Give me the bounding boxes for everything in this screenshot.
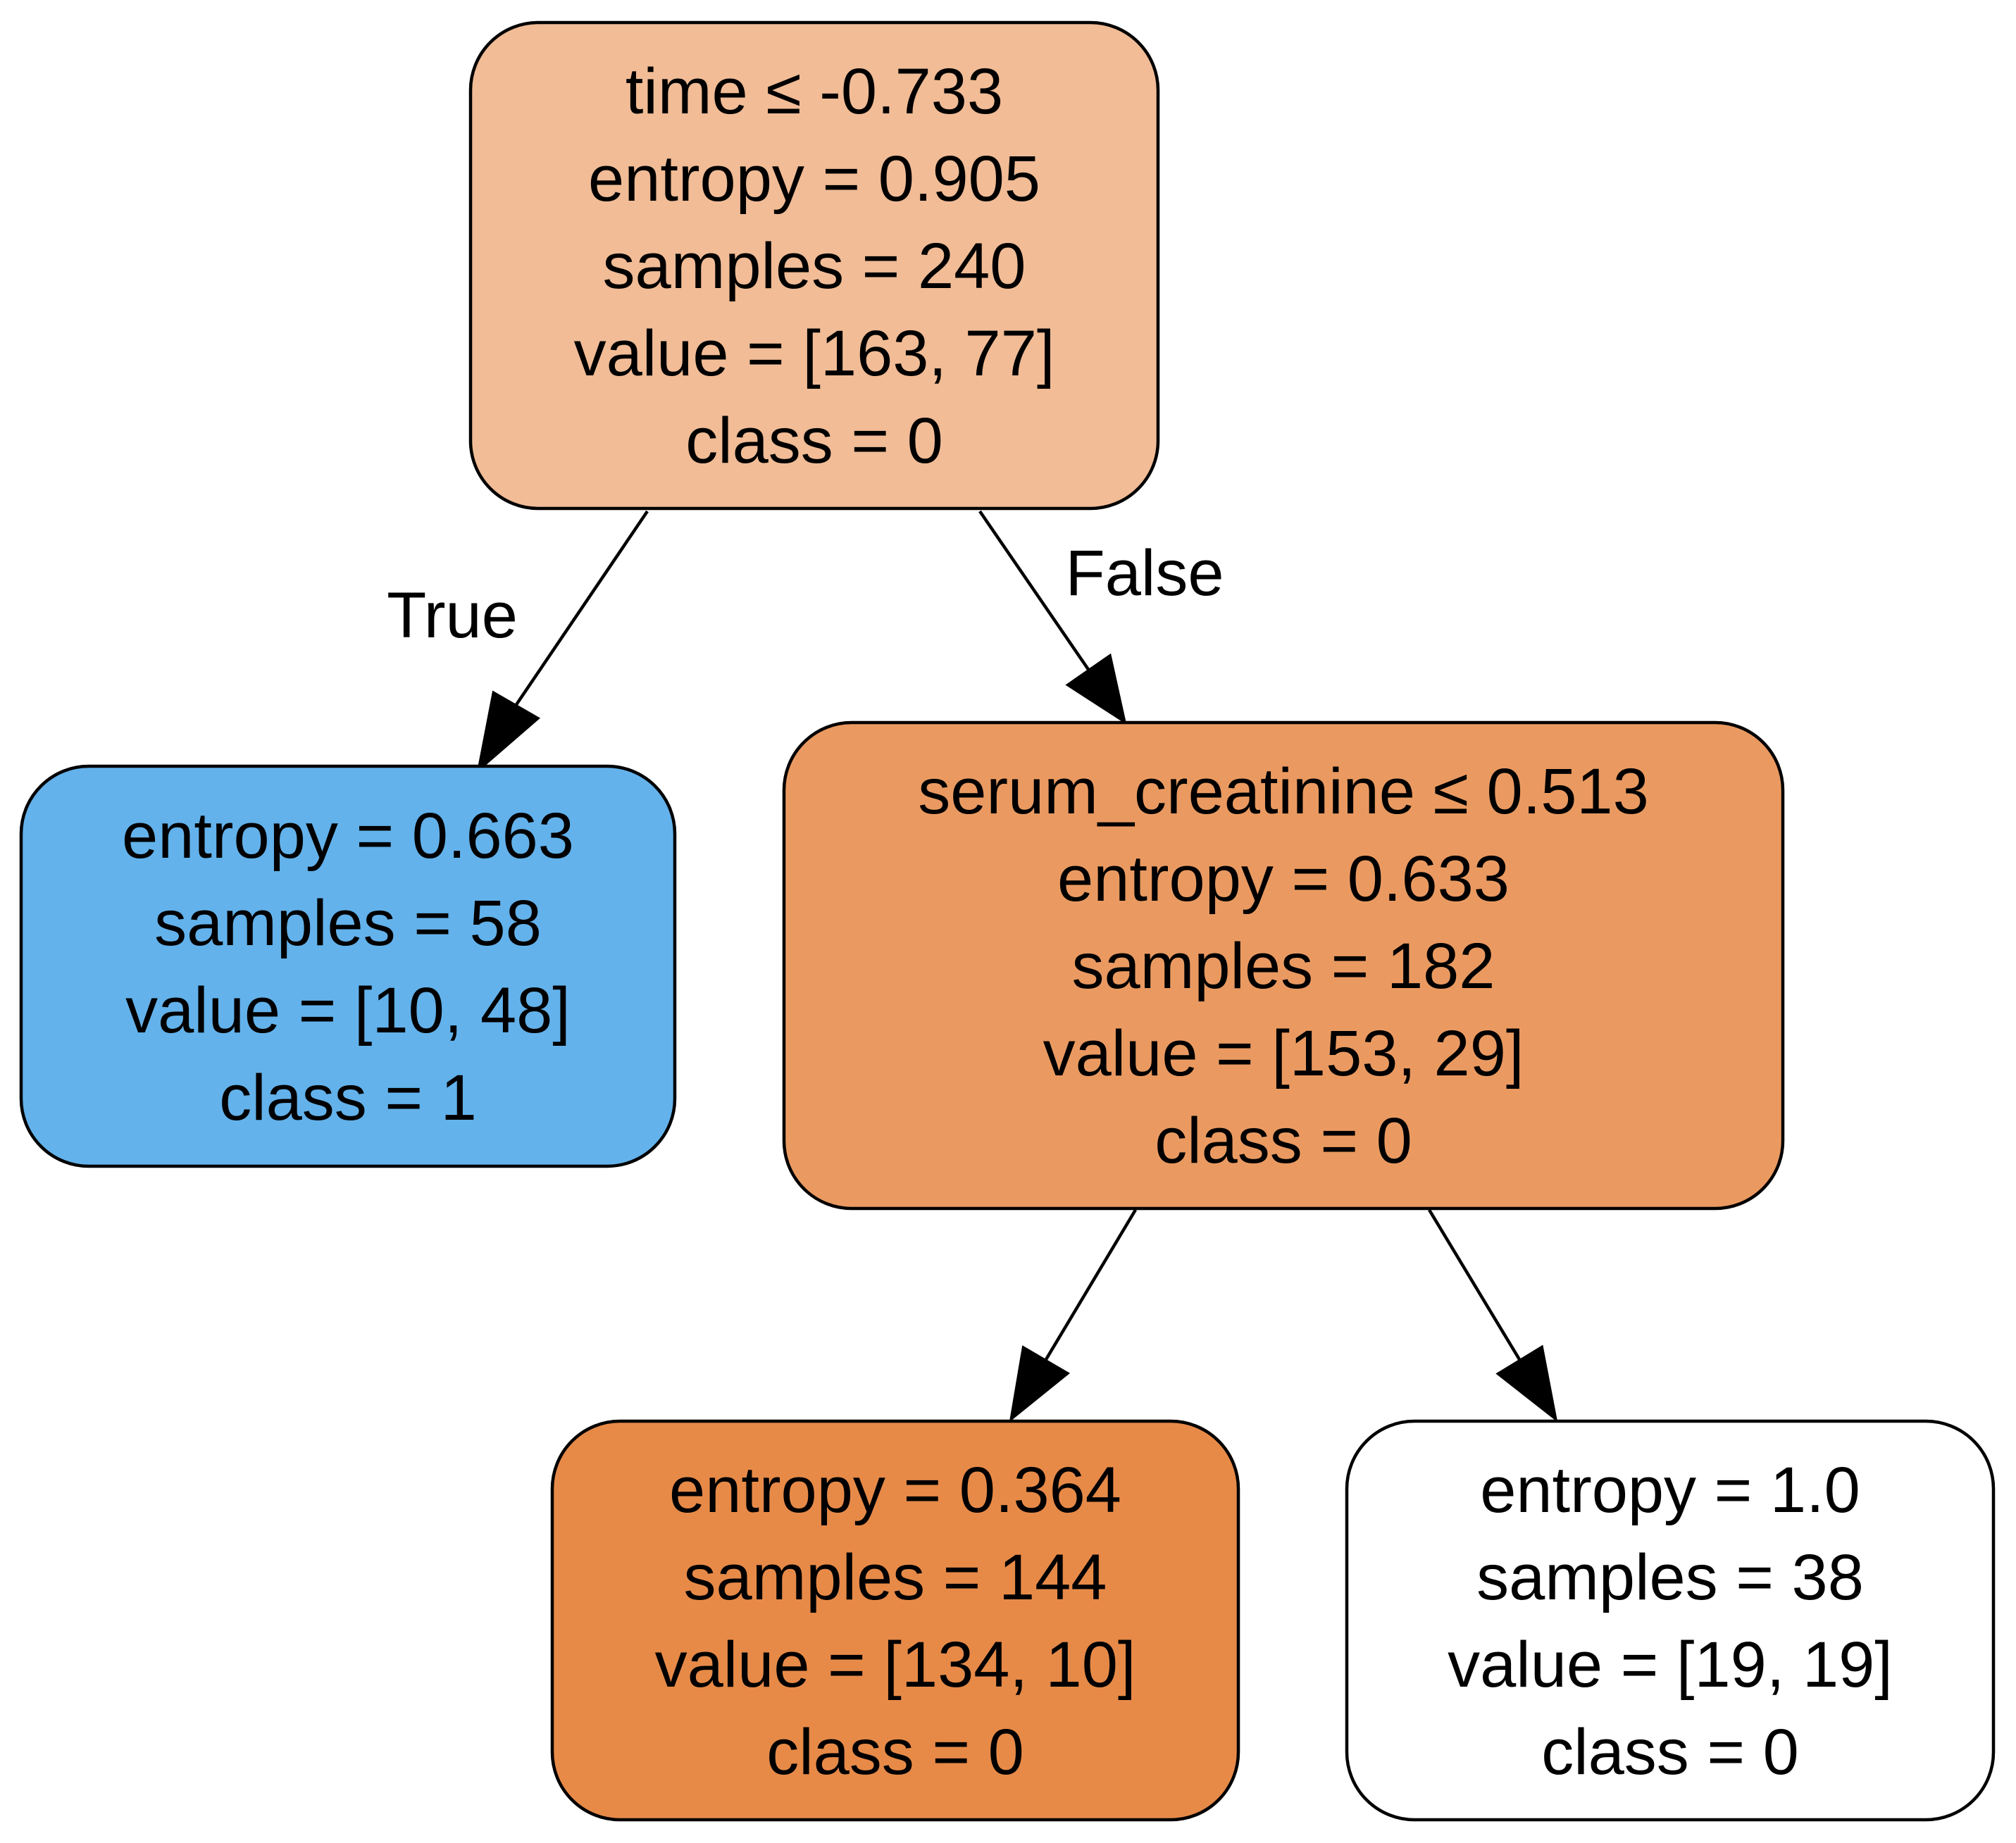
node-line: samples = 144 [684, 1542, 1107, 1613]
node-line: class = 1 [219, 1062, 477, 1134]
node-line: samples = 240 [603, 230, 1026, 302]
edge-line [1428, 1208, 1522, 1362]
arrowhead [476, 690, 541, 773]
edge-line [514, 510, 649, 707]
node-line: samples = 182 [1072, 930, 1495, 1002]
node-line: value = [19, 19] [1448, 1629, 1893, 1701]
node-line: value = [163, 77] [574, 318, 1055, 389]
edge-right-split-to-right-left-leaf [1009, 1208, 1137, 1423]
node-line: entropy = 1.0 [1480, 1454, 1860, 1526]
edge-line [1044, 1208, 1137, 1362]
node-line: value = [10, 48] [125, 975, 571, 1047]
node-line: time ≤ -0.733 [626, 56, 1003, 127]
node-line: value = [153, 29] [1043, 1018, 1524, 1089]
edge-root-to-right-split: False [978, 510, 1224, 725]
node-line: samples = 38 [1476, 1542, 1864, 1613]
edge-label: True [387, 580, 518, 651]
node-line: class = 0 [1541, 1716, 1799, 1788]
node-line: entropy = 0.364 [669, 1454, 1121, 1526]
node-line: class = 0 [685, 405, 943, 477]
node-line: class = 0 [1155, 1105, 1412, 1177]
tree-node-left-leaf: entropy = 0.663 samples = 58 value = [10, … [19, 764, 677, 1168]
edge-root-to-left-leaf: True [387, 510, 649, 773]
arrowhead [1495, 1344, 1558, 1423]
tree-node-right-split: serum_creatinine ≤ 0.513 entropy = 0.633 s… [782, 720, 1785, 1211]
node-line: entropy = 0.633 [1057, 843, 1510, 915]
node-box [782, 720, 1785, 1211]
tree-node-root: time ≤ -0.733 entropy = 0.905 samples = 24… [468, 20, 1160, 511]
tree-node-right-left-leaf: entropy = 0.364 samples = 144 value = [134… [550, 1419, 1240, 1822]
nodes-layer: time ≤ -0.733 entropy = 0.905 samples = 24… [19, 20, 1996, 1822]
node-line: entropy = 0.905 [588, 143, 1040, 215]
arrowhead [1065, 653, 1127, 725]
node-box [468, 20, 1160, 511]
arrowhead [1009, 1345, 1071, 1423]
node-line: entropy = 0.663 [122, 800, 574, 872]
edge-line [978, 510, 1090, 672]
edge-label: False [1066, 537, 1224, 609]
node-line: value = [134, 10] [655, 1629, 1136, 1701]
node-box [550, 1419, 1240, 1822]
node-line: serum_creatinine ≤ 0.513 [918, 756, 1649, 827]
node-line: samples = 58 [154, 887, 542, 959]
node-line: class = 0 [766, 1716, 1024, 1788]
edges-layer: True False [387, 510, 1558, 1423]
node-box [1345, 1419, 1996, 1822]
edge-right-split-to-right-right-leaf [1428, 1208, 1558, 1423]
tree-node-right-right-leaf: entropy = 1.0 samples = 38 value = [19, 19… [1345, 1419, 1996, 1822]
node-box [19, 764, 677, 1168]
